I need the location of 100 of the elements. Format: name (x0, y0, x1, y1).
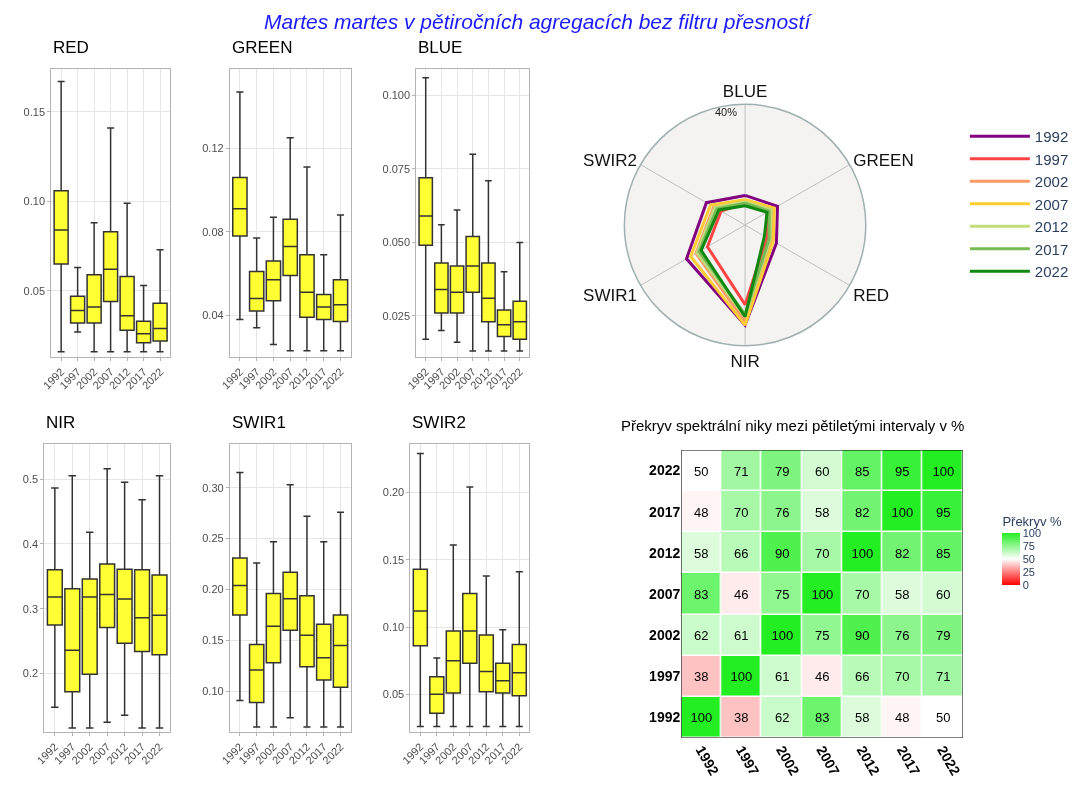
legend-label: 2007 (1034, 195, 1069, 213)
y-tick-label: 0.05 (23, 284, 46, 297)
data-label: 100 (690, 709, 713, 725)
y-tick-label: 0.15 (382, 553, 405, 566)
data-label: 85 (855, 463, 870, 479)
data-label: 76 (895, 627, 910, 643)
spoke-label: SWIR2 (583, 151, 637, 171)
y-tick-label: 0.10 (382, 620, 405, 633)
data-label: 82 (855, 504, 870, 520)
data-label: 85 (936, 545, 951, 561)
y-tick-label: 0.2 (22, 667, 39, 680)
y-tick-label: 0.20 (202, 583, 224, 596)
y-tick-label: 2002 (649, 627, 681, 644)
y-tick-label: 0.10 (202, 685, 224, 698)
chart-title: SWIR1 (232, 413, 286, 432)
data-label: 100 (851, 545, 874, 561)
y-tick-label: 2017 (649, 503, 681, 520)
data-label: 100 (932, 463, 955, 479)
data-label: 60 (936, 586, 951, 602)
chart-title: BLUE (418, 38, 463, 57)
data-label: 79 (936, 627, 951, 643)
data-label: 95 (895, 463, 910, 479)
data-label: 70 (815, 545, 830, 561)
data-label: 70 (734, 504, 749, 520)
data-label: 46 (734, 586, 749, 602)
color-bar-label: 50 (1022, 552, 1035, 565)
data-label: 61 (734, 627, 749, 643)
legend-label: 1992 (1034, 128, 1069, 146)
chart-title: Překryv spektrální niky mezi pětiletými intervaly v % (621, 417, 965, 434)
data-label: 95 (936, 504, 951, 520)
y-tick-label: 0.100 (382, 89, 411, 102)
legend-label: 2022 (1034, 263, 1069, 281)
data-label: 46 (815, 668, 830, 684)
y-tick-label: 0.10 (23, 195, 46, 208)
data-label: 71 (936, 668, 951, 684)
data-label: 38 (694, 668, 709, 684)
y-tick-label: 0.25 (202, 532, 224, 545)
chart-title: RED (53, 38, 89, 57)
data-label: 58 (895, 586, 910, 602)
y-tick-label: 0.15 (23, 105, 46, 118)
color-bar-label: 0 (1022, 578, 1029, 591)
legend-label: 2012 (1034, 218, 1069, 236)
data-label: 90 (855, 627, 870, 643)
data-label: 79 (775, 463, 790, 479)
data-label: 70 (895, 668, 910, 684)
data-label: 70 (855, 586, 870, 602)
y-tick-label: 2007 (649, 585, 681, 602)
y-tick-label: 1992 (649, 709, 681, 726)
y-tick-label: 0.025 (382, 309, 411, 322)
y-tick-label: 0.05 (382, 688, 405, 701)
data-label: 50 (694, 463, 709, 479)
data-label: 100 (730, 668, 753, 684)
y-tick-label: 0.20 (382, 486, 405, 499)
data-label: 71 (734, 463, 749, 479)
y-tick-label: 0.050 (382, 236, 411, 249)
data-label: 48 (895, 709, 910, 725)
y-tick-label: 2012 (649, 544, 681, 561)
y-tick-label: 0.15 (202, 634, 224, 647)
data-label: 66 (855, 668, 870, 684)
data-label: 82 (895, 545, 910, 561)
data-label: 62 (775, 709, 790, 725)
text: 40% (715, 106, 738, 118)
data-label: 76 (775, 504, 790, 520)
data-label: 38 (734, 709, 749, 725)
data-label: 48 (694, 504, 709, 520)
legend-label: 2002 (1034, 173, 1069, 191)
data-label: 62 (694, 627, 709, 643)
color-bar-label: 75 (1022, 539, 1035, 552)
y-tick-label: 0.3 (22, 602, 39, 615)
data-label: 61 (775, 668, 790, 684)
spoke-label: NIR (730, 351, 760, 371)
data-label: 100 (891, 504, 914, 520)
data-label: 83 (694, 586, 709, 602)
data-label: 58 (855, 709, 870, 725)
data-label: 60 (815, 463, 830, 479)
data-label: 100 (771, 627, 794, 643)
y-tick-label: 2022 (649, 462, 681, 479)
legend-label: 1997 (1034, 150, 1069, 168)
data-label: 83 (815, 709, 830, 725)
y-tick-label: 1997 (649, 668, 681, 685)
spoke-label: RED (853, 286, 890, 306)
color-bar-label: 25 (1022, 565, 1035, 578)
data-label: 75 (775, 586, 790, 602)
data-label: 66 (734, 545, 749, 561)
y-tick-label: 0.08 (202, 225, 224, 238)
spoke-label: SWIR1 (583, 286, 637, 306)
y-tick-label: 0.075 (382, 162, 411, 175)
y-tick-label: 0.4 (22, 537, 39, 550)
chart-title: SWIR2 (412, 413, 466, 432)
y-tick-label: 0.30 (202, 481, 224, 494)
color-bar-title: Překryv % (1002, 513, 1063, 529)
text: Martes martes v pětiročních agregacích bez filtru přesností (264, 10, 813, 33)
y-tick-label: 0.12 (202, 142, 224, 155)
spoke-label: GREEN (853, 151, 914, 171)
y-tick-label: 0.5 (22, 472, 39, 485)
spoke-label: BLUE (722, 81, 768, 101)
data-label: 58 (694, 545, 709, 561)
data-label: 75 (815, 627, 830, 643)
data-label: 90 (775, 545, 790, 561)
data-label: 50 (936, 709, 951, 725)
